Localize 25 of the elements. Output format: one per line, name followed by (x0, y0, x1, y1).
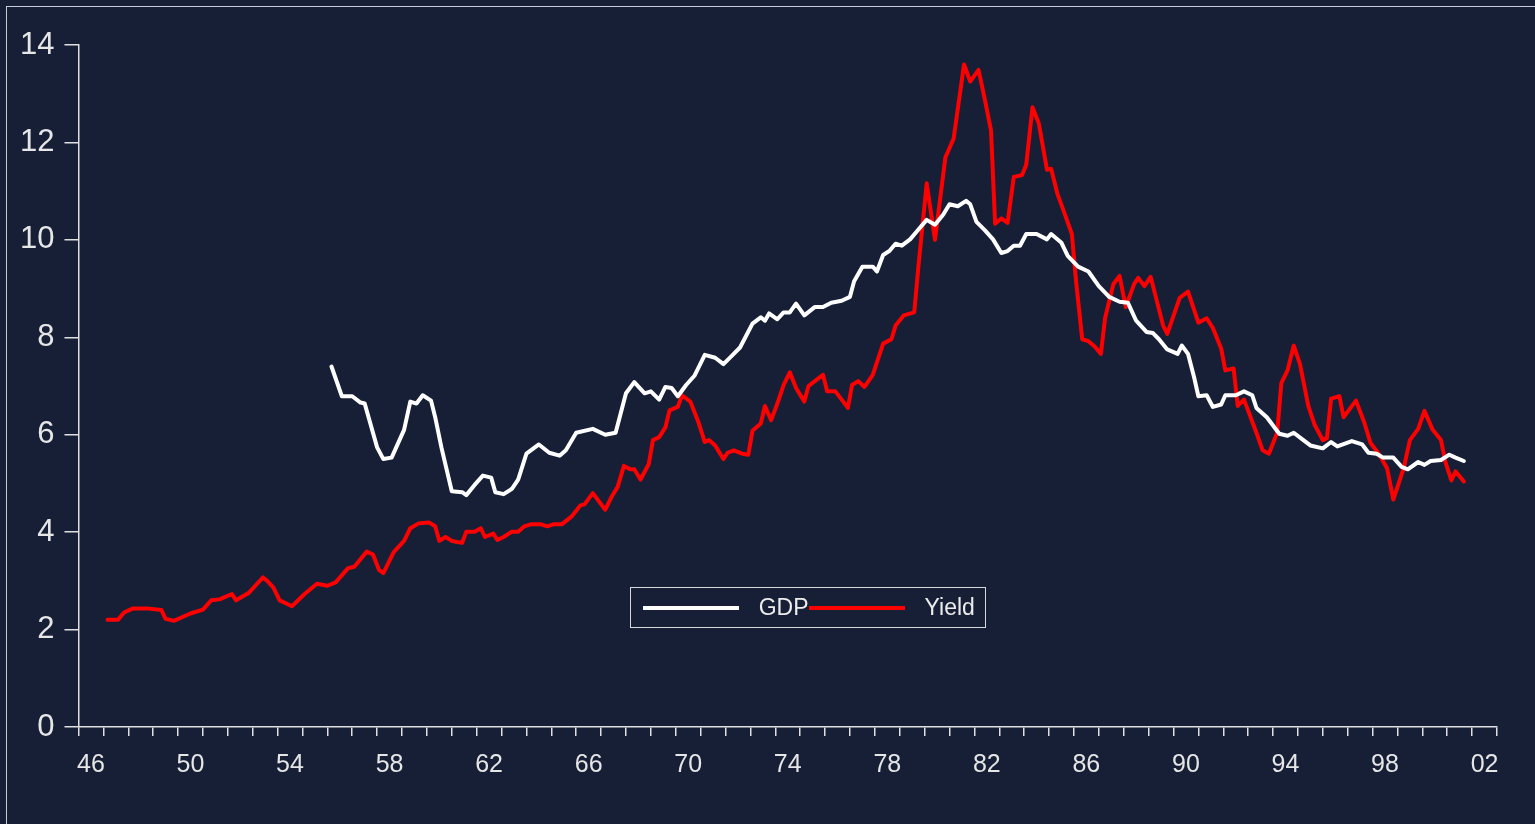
x-tick-label: 90 (1172, 748, 1200, 777)
y-tick-label: 8 (37, 317, 55, 353)
y-tick-label: 0 (37, 707, 55, 743)
x-tick-label: 46 (77, 748, 105, 777)
x-tick-label: 78 (873, 748, 902, 777)
x-tick-label: 86 (1072, 748, 1101, 777)
y-tick-label: 10 (20, 220, 55, 256)
x-tick-label: 54 (276, 748, 305, 777)
x-tick-label: 74 (773, 748, 802, 777)
x-tick-label: 66 (574, 748, 603, 777)
y-tick-label: 2 (37, 610, 55, 646)
x-tick-label: 70 (674, 748, 703, 777)
y-tick-label: 4 (37, 512, 55, 548)
x-tick-label: 98 (1371, 748, 1399, 777)
x-tick-label: 82 (972, 748, 1001, 777)
x-tick-label: 50 (176, 748, 205, 777)
y-tick-label: 14 (20, 25, 55, 61)
legend-label: Yield (924, 594, 975, 621)
y-tick-label: 6 (37, 415, 55, 451)
x-tick-label: 02 (1470, 748, 1499, 777)
x-tick-label: 94 (1271, 748, 1300, 777)
legend-label: GDP (758, 594, 809, 621)
y-tick-label: 12 (20, 122, 55, 158)
x-tick-label: 58 (375, 748, 404, 777)
x-tick-label: 62 (475, 748, 504, 777)
